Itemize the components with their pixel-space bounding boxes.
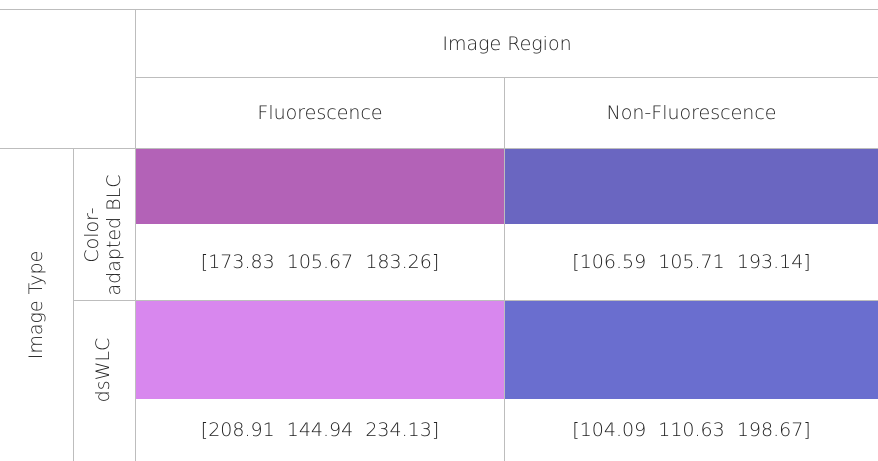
header-bottom-border <box>0 148 878 149</box>
value-dswlc-non-fluorescence: [104.09 110.63 198.67] <box>572 419 811 441</box>
value-blc-non-fluorescence: [106.59 105.71 193.14] <box>572 251 811 273</box>
value-blc-fluorescence: [173.83 105.67 183.26] <box>200 251 440 273</box>
table-top-border <box>0 9 878 10</box>
left-header-divider <box>135 9 136 461</box>
row-label-line1: Color- <box>81 207 104 263</box>
row-label-text: dsWLC <box>92 337 115 403</box>
column-divider <box>504 77 505 461</box>
swatch-blc-fluorescence <box>136 149 504 224</box>
swatch-dswlc-fluorescence <box>136 301 504 399</box>
swatch-dswlc-non-fluorescence <box>505 301 878 399</box>
value-dswlc-fluorescence: [208.91 144.94 234.13] <box>200 419 440 441</box>
header-fluorescence: Fluorescence <box>257 102 383 124</box>
header-image-region: Image Region <box>442 32 572 55</box>
row-divider <box>73 300 878 301</box>
row-label-dswlc: dsWLC <box>84 295 124 445</box>
swatch-blc-non-fluorescence <box>505 149 878 224</box>
header-non-fluorescence: Non-Fluorescence <box>606 102 777 124</box>
header-row-divider <box>135 77 878 78</box>
row-group-label-image-type: Image Type <box>25 250 48 360</box>
row-label-divider <box>73 148 74 461</box>
row-label-line2: adapted BLC <box>103 174 125 296</box>
row-label-color-adapted-blc: Color- adapted BLC <box>74 160 134 310</box>
